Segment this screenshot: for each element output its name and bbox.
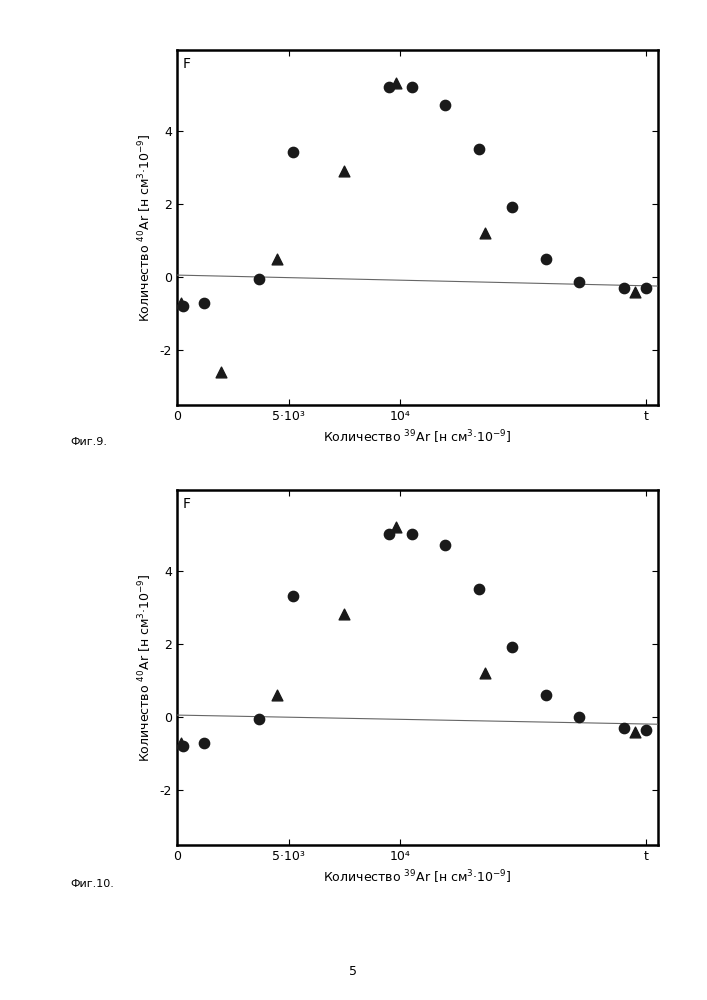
Point bbox=[479, 665, 491, 681]
Point bbox=[440, 97, 451, 113]
Point bbox=[177, 738, 189, 754]
Point bbox=[641, 722, 652, 738]
Text: Фиг.9.: Фиг.9. bbox=[71, 437, 107, 447]
Point bbox=[198, 295, 209, 311]
Point bbox=[216, 364, 227, 380]
X-axis label: Количество $^{39}$Ar [н см$^{3}$·10$^{-9}$]: Количество $^{39}$Ar [н см$^{3}$·10$^{-9… bbox=[323, 868, 511, 886]
Point bbox=[175, 735, 187, 751]
Text: F: F bbox=[182, 497, 190, 511]
Point bbox=[479, 225, 491, 241]
Point bbox=[287, 144, 298, 160]
Point bbox=[641, 280, 652, 296]
Point bbox=[339, 606, 350, 622]
Point bbox=[339, 163, 350, 179]
Text: 5: 5 bbox=[349, 965, 358, 978]
Point bbox=[573, 274, 585, 290]
Point bbox=[406, 526, 417, 542]
Y-axis label: Количество $^{40}$Ar [н см$^{3}$·10$^{-9}$]: Количество $^{40}$Ar [н см$^{3}$·10$^{-9… bbox=[136, 133, 154, 322]
Point bbox=[406, 79, 417, 95]
Point bbox=[440, 537, 451, 553]
Point bbox=[254, 271, 265, 287]
Point bbox=[619, 720, 630, 736]
X-axis label: Количество $^{39}$Ar [н см$^{3}$·10$^{-9}$]: Количество $^{39}$Ar [н см$^{3}$·10$^{-9… bbox=[323, 428, 511, 446]
Point bbox=[287, 588, 298, 604]
Point bbox=[573, 709, 585, 725]
Point bbox=[540, 687, 551, 703]
Point bbox=[198, 735, 209, 751]
Point bbox=[383, 79, 395, 95]
Point bbox=[473, 581, 484, 597]
Point bbox=[390, 75, 402, 91]
Point bbox=[254, 711, 265, 727]
Point bbox=[271, 251, 283, 267]
Point bbox=[629, 724, 641, 740]
Point bbox=[629, 284, 641, 300]
Point bbox=[271, 687, 283, 703]
Text: F: F bbox=[182, 57, 190, 71]
Point bbox=[540, 251, 551, 267]
Point bbox=[175, 295, 187, 311]
Text: Фиг.10.: Фиг.10. bbox=[71, 879, 115, 889]
Point bbox=[390, 519, 402, 535]
Point bbox=[506, 639, 518, 655]
Point bbox=[506, 199, 518, 215]
Y-axis label: Количество $^{40}$Ar [н см$^{3}$·10$^{-9}$]: Количество $^{40}$Ar [н см$^{3}$·10$^{-9… bbox=[136, 573, 154, 762]
Point bbox=[473, 141, 484, 157]
Point bbox=[619, 280, 630, 296]
Point bbox=[383, 526, 395, 542]
Point bbox=[177, 298, 189, 314]
